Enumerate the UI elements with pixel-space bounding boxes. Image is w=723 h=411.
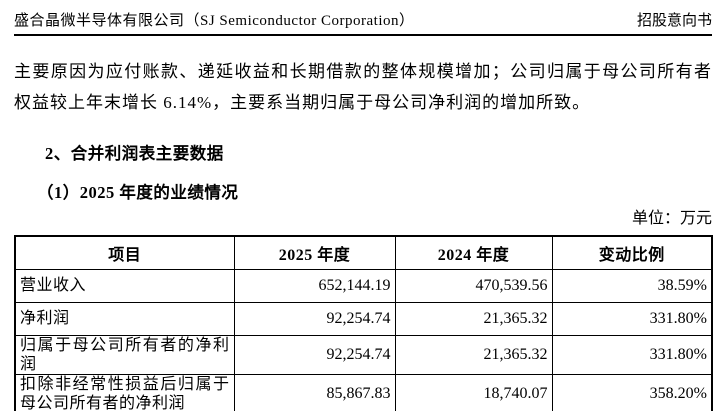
- body-paragraph: 主要原因为应付账款、递延收益和长期借款的整体规模增加；公司归属于母公司所有者权益…: [14, 62, 712, 112]
- column-header-2025: 2025 年度: [233, 235, 396, 270]
- row-value-2025: 92,254.74: [233, 334, 396, 375]
- column-header-change: 变动比例: [551, 235, 713, 270]
- page-header: 盛合晶微半导体有限公司（SJ Semiconductor Corporation…: [14, 0, 712, 36]
- row-value-change: 38.59%: [551, 268, 713, 303]
- unit-label: 单位：万元: [631, 210, 712, 227]
- row-value-change: 331.80%: [551, 334, 713, 375]
- row-value-change: 331.80%: [551, 301, 713, 336]
- column-header-2024: 2024 年度: [394, 235, 553, 270]
- row-item-label: 扣除非经常性损益后归属于母公司所有者的净利润: [14, 373, 235, 411]
- income-statement-table: 项目 2025 年度 2024 年度 变动比例 营业收入 652,144.19 …: [14, 235, 713, 411]
- doc-type-label: 招股意向书: [636, 13, 712, 29]
- company-name: 盛合晶微半导体有限公司（SJ Semiconductor Corporation…: [14, 13, 415, 29]
- row-value-2025: 85,867.83: [233, 373, 396, 411]
- row-value-2024: 21,365.32: [394, 301, 553, 336]
- row-item-label: 净利润: [14, 301, 235, 336]
- table-header-row: 项目 2025 年度 2024 年度 变动比例: [14, 235, 713, 270]
- table-row-revenue: 营业收入 652,144.19 470,539.56 38.59%: [14, 268, 713, 303]
- subsection-heading: （1）2025 年度的业绩情况: [37, 183, 239, 202]
- row-item-label: 营业收入: [14, 268, 235, 303]
- row-value-2024: 21,365.32: [394, 334, 553, 375]
- table-row-parent-net-profit: 归属于母公司所有者的净利润 92,254.74 21,365.32 331.80…: [14, 334, 713, 375]
- row-value-2024: 470,539.56: [394, 268, 553, 303]
- row-value-change: 358.20%: [551, 373, 713, 411]
- row-value-2024: 18,740.07: [394, 373, 553, 411]
- section-heading: 2、合并利润表主要数据: [45, 144, 224, 163]
- table-row-adjusted-net-profit: 扣除非经常性损益后归属于母公司所有者的净利润 85,867.83 18,740.…: [14, 373, 713, 411]
- table-row-net-profit: 净利润 92,254.74 21,365.32 331.80%: [14, 301, 713, 336]
- row-value-2025: 652,144.19: [233, 268, 396, 303]
- column-header-item: 项目: [14, 235, 235, 270]
- row-item-label: 归属于母公司所有者的净利润: [14, 334, 235, 375]
- row-value-2025: 92,254.74: [233, 301, 396, 336]
